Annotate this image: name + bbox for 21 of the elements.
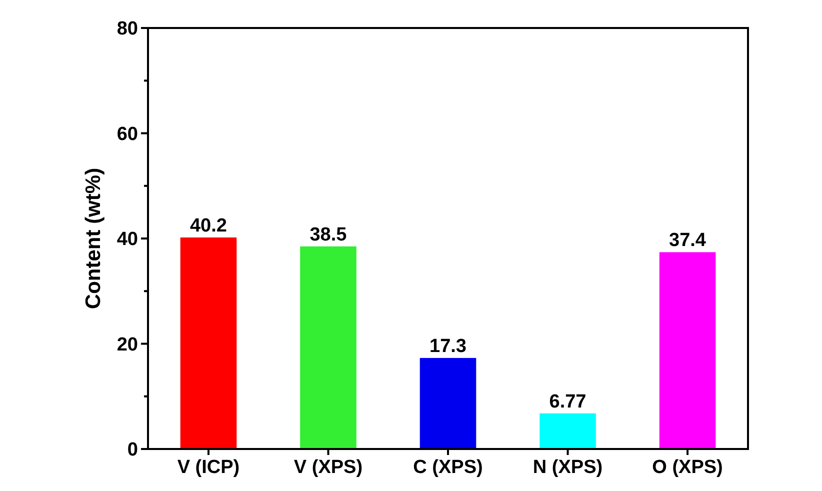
y-axis-title: Content (wt%) xyxy=(82,168,105,310)
bar xyxy=(180,237,237,449)
data-label: 40.2 xyxy=(190,215,227,236)
y-tick-label: 0 xyxy=(127,440,138,461)
x-tick-label: V (ICP) xyxy=(177,457,240,478)
y-tick-label: 60 xyxy=(116,124,138,145)
data-label: 17.3 xyxy=(430,336,466,357)
data-label: 6.77 xyxy=(549,391,586,412)
x-tick-label: O (XPS) xyxy=(652,457,723,478)
x-tick-label: N (XPS) xyxy=(532,457,603,478)
y-tick-label: 20 xyxy=(116,334,138,356)
bar xyxy=(659,252,716,449)
x-tick-label: V (XPS) xyxy=(294,457,363,478)
bar xyxy=(300,246,356,449)
bar xyxy=(420,358,476,449)
bar xyxy=(540,413,596,449)
data-label: 38.5 xyxy=(310,224,348,246)
y-tick-label: 40 xyxy=(116,229,138,250)
x-tick-label: C (XPS) xyxy=(413,457,483,478)
data-label: 37.4 xyxy=(669,230,706,252)
y-tick-label: 80 xyxy=(116,18,138,40)
